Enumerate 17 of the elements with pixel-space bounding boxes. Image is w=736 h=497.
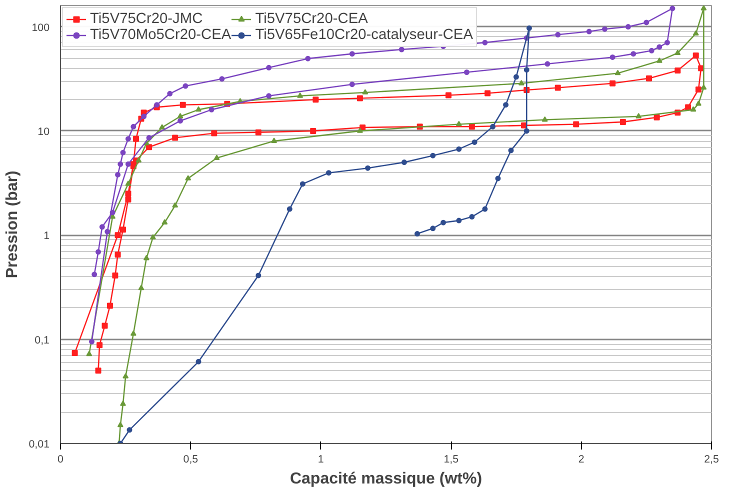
y-tick-label: 100 (32, 22, 50, 34)
y-tick-label: 1 (44, 230, 50, 242)
legend-label: Ti5V75Cr20-CEA (255, 11, 368, 27)
y-tick-label: 0,1 (34, 334, 50, 346)
x-tick-label: 1,5 (444, 454, 459, 466)
legend-label: Ti5V70Mo5Cr20-CEA (90, 27, 232, 43)
x-tick-label: 2 (578, 454, 584, 466)
y-axis-title: Pression (bar) (4, 170, 21, 278)
y-tick-label: 0,01 (28, 438, 50, 450)
legend-label: Ti5V65Fe10Cr20-catalyseur-CEA (255, 27, 473, 43)
x-tick-label: 0 (58, 454, 64, 466)
x-tick-label: 2,5 (704, 454, 719, 466)
x-axis-title: Capacité massique (wt%) (290, 470, 482, 488)
y-tick-label: 10 (38, 126, 50, 138)
x-tick-label: 0,5 (183, 454, 198, 466)
legend-label: Ti5V75Cr20-JMC (90, 11, 203, 27)
x-tick-label: 1 (318, 454, 324, 466)
